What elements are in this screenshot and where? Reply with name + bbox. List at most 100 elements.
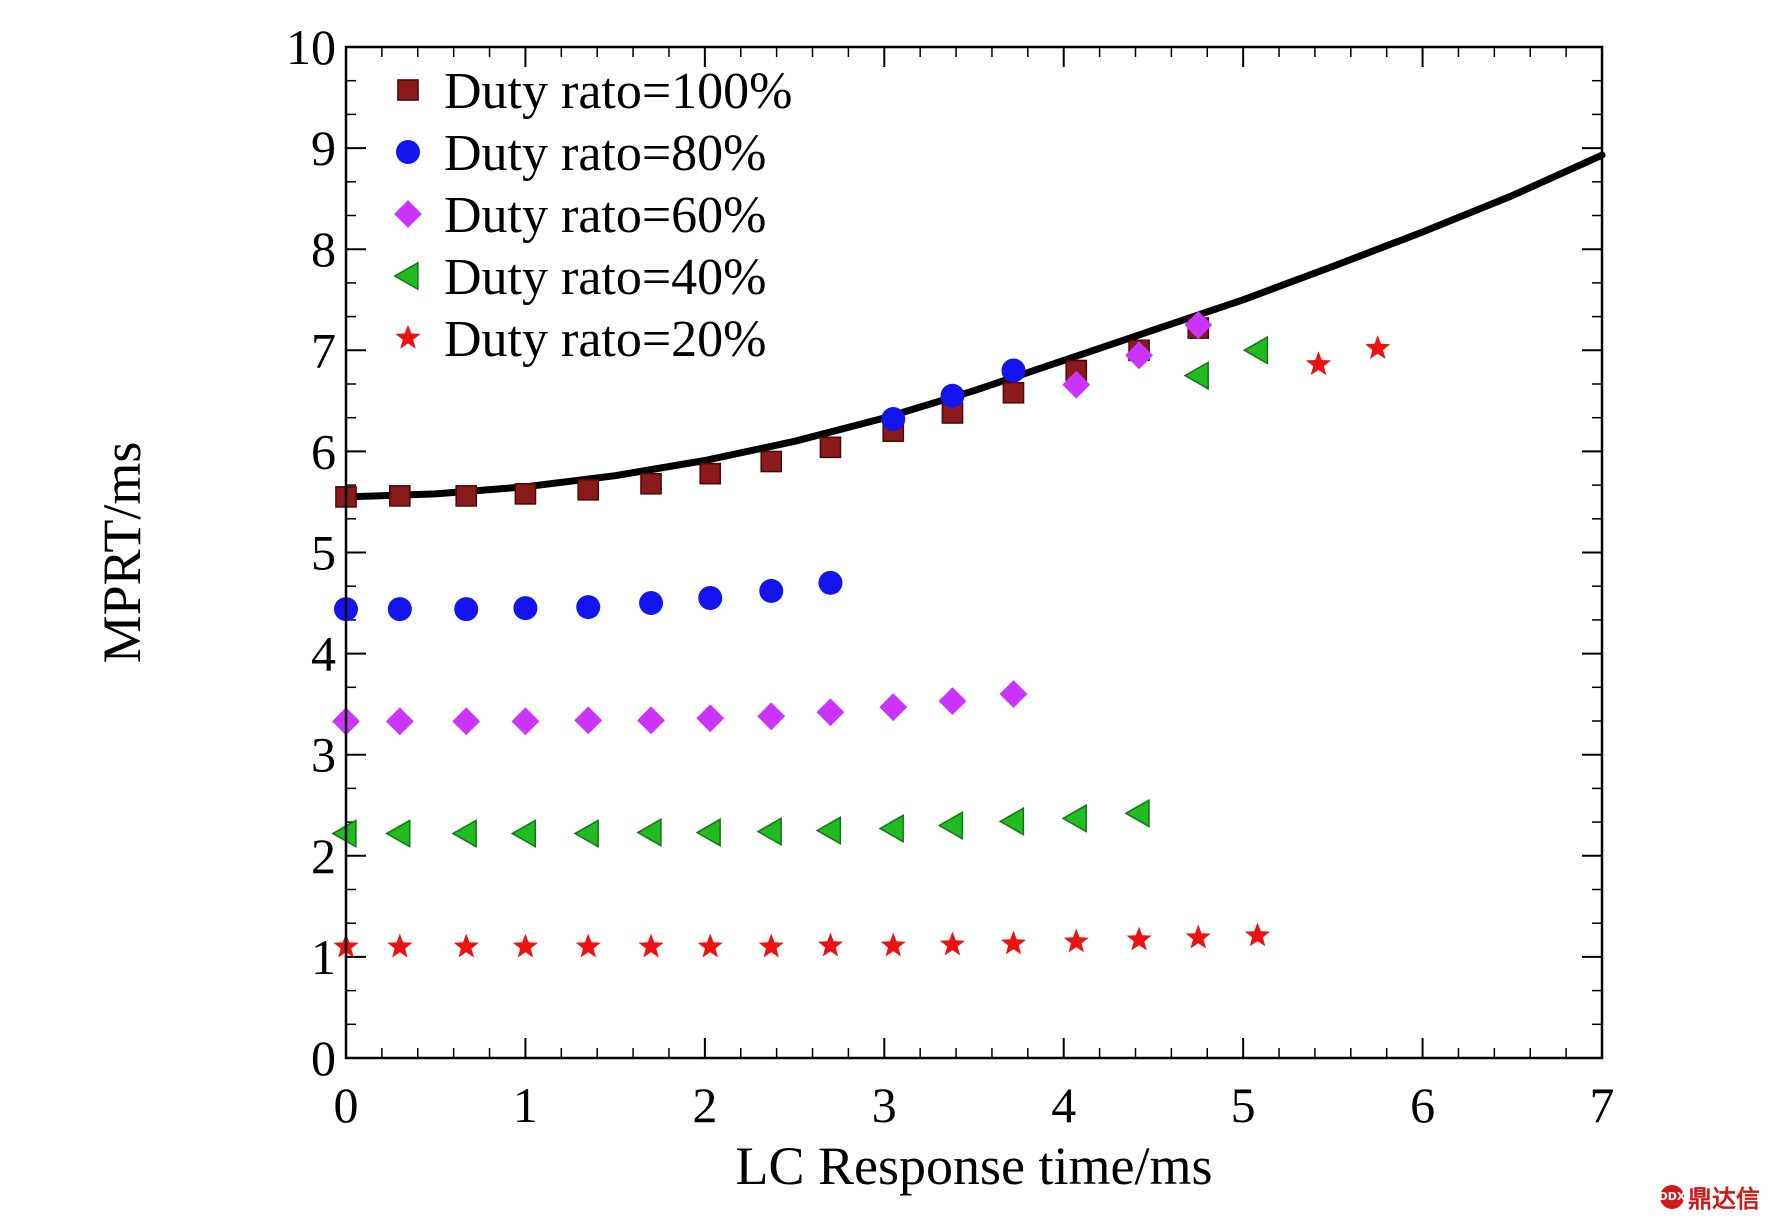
series-1: [334, 358, 1026, 622]
data-point: [387, 597, 412, 622]
y-tick-label: 2: [311, 828, 336, 884]
data-point: [576, 595, 601, 620]
data-point: [1000, 930, 1026, 955]
data-point: [1183, 361, 1209, 391]
data-point: [574, 706, 603, 735]
data-point: [1184, 311, 1213, 339]
data-point: [1125, 341, 1153, 370]
data-point: [1185, 924, 1211, 949]
watermark-text: 鼎达信: [1688, 1185, 1760, 1213]
y-tick-label: 3: [311, 727, 336, 783]
data-point: [453, 933, 479, 958]
data-point: [817, 932, 843, 957]
data-point: [880, 932, 906, 957]
data-point: [759, 578, 784, 603]
legend-marker: [395, 324, 421, 349]
fit-curve-layer: [342, 151, 1606, 501]
x-tick-label: 2: [692, 1077, 717, 1133]
legend-marker: [393, 261, 419, 291]
data-point: [816, 698, 845, 727]
data-point: [758, 933, 784, 958]
data-point: [1002, 381, 1025, 404]
data-point: [1062, 370, 1091, 399]
data-point: [818, 570, 843, 595]
data-point: [452, 707, 481, 736]
x-tick-label: 3: [872, 1077, 897, 1133]
watermark: DDX 鼎达信: [1659, 1179, 1760, 1214]
watermark-logo-icon: DDX: [1659, 1184, 1685, 1209]
x-tick-label: 7: [1590, 1077, 1615, 1133]
data-point: [815, 816, 842, 846]
data-point: [879, 693, 908, 722]
data-point: [331, 819, 357, 849]
y-tick-label: 7: [311, 322, 336, 378]
x-tick-label: 4: [1051, 1077, 1076, 1133]
data-point: [1063, 928, 1089, 953]
data-point: [573, 819, 599, 849]
x-tick-label: 6: [1410, 1077, 1435, 1133]
legend: Duty rato=100%Duty rato=80%Duty rato=60%…: [393, 63, 793, 368]
y-tick-label: 9: [311, 120, 336, 176]
legend-label: Duty rato=80%: [444, 125, 767, 182]
data-point: [637, 706, 665, 735]
y-tick-label: 10: [286, 19, 336, 75]
y-tick-label: 5: [311, 525, 336, 581]
data-point: [1305, 351, 1332, 376]
data-point: [1061, 803, 1087, 833]
legend-label: Duty rato=60%: [444, 187, 767, 244]
legend-marker: [396, 140, 420, 164]
data-point: [455, 485, 478, 507]
data-point: [757, 702, 786, 731]
data-point: [697, 933, 723, 958]
data-point: [575, 933, 601, 958]
data-point: [698, 585, 723, 610]
data-point: [385, 819, 411, 849]
x-tick-label: 0: [334, 1077, 359, 1133]
data-point: [940, 383, 965, 408]
data-point: [760, 450, 783, 473]
data-point: [1126, 926, 1152, 951]
x-tick-label: 5: [1231, 1077, 1256, 1133]
series-3: [331, 335, 1269, 849]
legend-label: Duty rato=100%: [444, 63, 793, 120]
data-point: [510, 819, 537, 849]
data-point: [999, 680, 1028, 708]
y-axis-title: MPRT/ms: [92, 442, 152, 664]
data-point: [939, 931, 965, 956]
data-point: [756, 817, 782, 847]
data-point: [514, 483, 537, 505]
data-point: [1124, 798, 1150, 828]
data-point: [695, 818, 721, 848]
x-tick-label: 1: [513, 1077, 538, 1133]
data-point: [1244, 922, 1271, 947]
data-point: [638, 933, 664, 958]
data-points: [331, 311, 1391, 958]
legend-marker: [397, 79, 419, 101]
data-point: [577, 478, 600, 501]
y-tick-label: 1: [311, 929, 336, 985]
data-point: [998, 806, 1025, 836]
data-point: [881, 407, 906, 432]
y-tick-label: 8: [311, 221, 336, 277]
data-point: [451, 819, 477, 849]
data-point: [1242, 335, 1269, 365]
tick-labels: 0 1 2 3 4 5 6 7 0 1 2 3 4 5 6 7 8 9 10: [286, 19, 1615, 1133]
data-point: [387, 933, 413, 958]
data-point: [640, 472, 662, 495]
axis-ticks: [345, 46, 1603, 1059]
data-point: [699, 462, 722, 485]
data-point: [696, 704, 725, 733]
legend-label: Duty rato=20%: [444, 311, 767, 368]
data-point: [938, 687, 967, 716]
data-point: [1001, 358, 1026, 383]
data-point: [454, 597, 479, 622]
y-tick-label: 0: [311, 1030, 336, 1086]
legend-marker: [394, 200, 422, 228]
series-4: [333, 335, 1391, 958]
data-point: [937, 810, 964, 840]
series-2: [332, 311, 1213, 736]
data-point: [511, 707, 540, 736]
legend-label: Duty rato=40%: [444, 249, 767, 306]
plot-frame: [344, 45, 1604, 1060]
